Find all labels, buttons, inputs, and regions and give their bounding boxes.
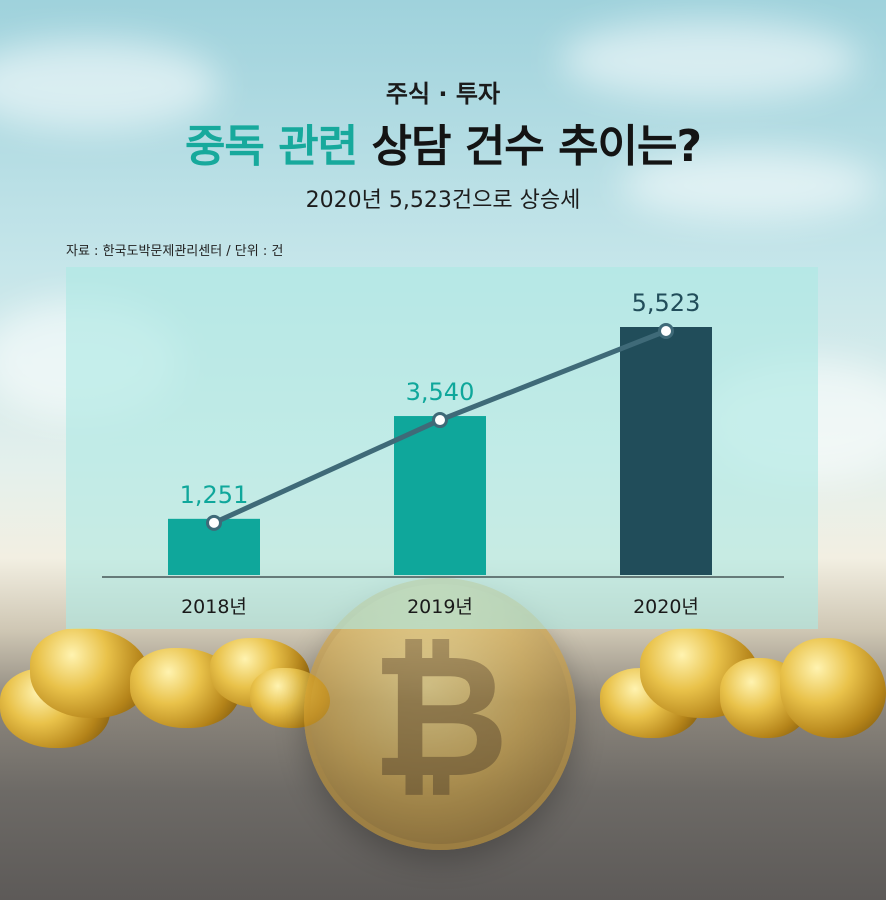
headline-rest: 상담 건수 추이는? bbox=[371, 121, 703, 172]
cloud bbox=[620, 150, 880, 220]
category-label-0: 2018년 bbox=[181, 596, 247, 618]
value-label-0: 1,251 bbox=[180, 481, 249, 509]
source-note: 자료 : 한국도박문제관리센터 / 단위 : 건 bbox=[66, 244, 284, 259]
value-label-1: 3,540 bbox=[406, 378, 475, 406]
trend-point-1 bbox=[432, 412, 448, 429]
subtitle: 2020년 5,523건으로 상승세 bbox=[305, 188, 581, 213]
category-label-1: 2019년 bbox=[407, 596, 473, 618]
gold-nuggets bbox=[0, 628, 886, 748]
trend-point-2 bbox=[658, 323, 674, 339]
headline: 중독 관련 상담 건수 추이는? bbox=[0, 110, 886, 174]
kicker: 주식 · 투자 bbox=[385, 80, 501, 108]
value-label-2: 5,523 bbox=[632, 289, 701, 317]
trend-point-0 bbox=[206, 514, 222, 531]
bar-2 bbox=[620, 327, 712, 575]
cloud bbox=[560, 20, 860, 100]
cloud bbox=[0, 40, 220, 130]
headline-highlight: 중독 관련 bbox=[184, 121, 358, 172]
bar-1 bbox=[394, 416, 486, 575]
chart-panel: 1,251 3,540 5,523 2018년 2019년 2020년 bbox=[66, 267, 818, 629]
bar-chart: 1,251 3,540 5,523 2018년 2019년 2020년 bbox=[102, 289, 784, 618]
category-label-2: 2020년 bbox=[633, 596, 699, 618]
